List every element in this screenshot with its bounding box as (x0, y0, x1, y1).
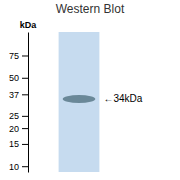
marks (59, 32, 100, 172)
tick-mark (22, 144, 28, 145)
tick-label: 75 (9, 51, 19, 61)
tick: 10 (9, 162, 28, 172)
tick-label: 10 (9, 162, 19, 172)
tick-mark (22, 55, 28, 56)
tick-mark (22, 128, 28, 129)
tick: 15 (9, 139, 28, 149)
y-axis: 75 50 37 25 20 15 10 (9, 33, 29, 173)
tick: 75 (9, 51, 28, 61)
tick-mark (22, 116, 28, 117)
tick: 37 (9, 90, 28, 100)
band (63, 95, 96, 103)
tick-label: 25 (9, 111, 19, 121)
tick: 25 (9, 111, 28, 121)
tick-label: 20 (9, 124, 19, 134)
annotation: ←34kDa (103, 93, 142, 104)
axis-line (28, 33, 29, 173)
tick-mark (22, 78, 28, 79)
tick-label: 50 (9, 73, 19, 83)
tick-mark (22, 94, 28, 95)
tick: 20 (9, 124, 28, 134)
plot: 75 50 37 25 20 15 10 kDa ←34kDa (9, 20, 143, 173)
tick-label: 37 (9, 90, 19, 100)
title: Western Blot (56, 2, 125, 16)
tick: 50 (9, 73, 28, 83)
tick-mark (22, 166, 28, 167)
tick-label: 15 (9, 139, 19, 149)
chart: 75 50 37 25 20 15 10 kDa ←34kDa Western Blot (0, 0, 180, 180)
lane (59, 32, 100, 172)
axis-title: kDa (20, 20, 38, 30)
